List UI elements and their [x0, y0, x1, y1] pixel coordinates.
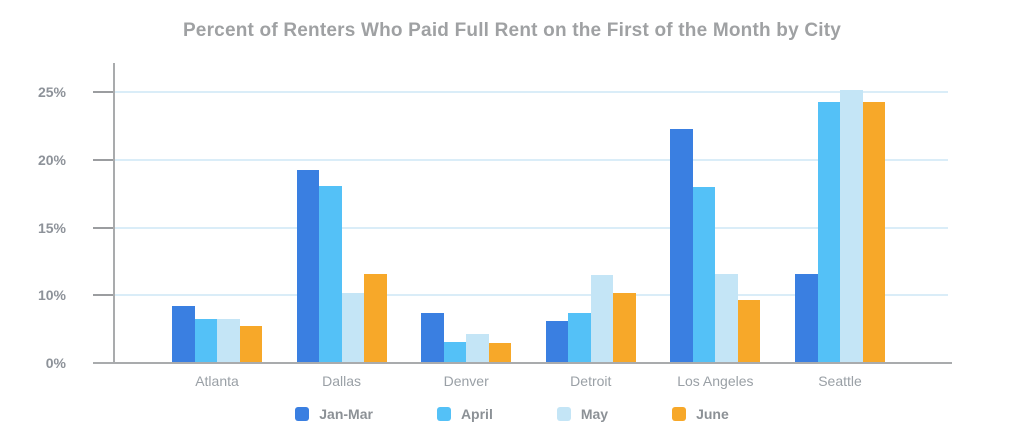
legend-label-jan-mar: Jan-Mar [319, 406, 373, 422]
y-axis-label-20: 20% [37, 151, 66, 168]
legend-item-may: May [556, 406, 609, 422]
bar-los-angeles-june [737, 300, 761, 362]
bar-atlanta-jan-mar [172, 306, 195, 362]
x-axis-label-dallas: Dallas [322, 373, 362, 389]
legend-swatch-jan-mar [295, 407, 310, 421]
bar-dallas-april [319, 186, 342, 362]
x-axis-label-denver: Denver [443, 373, 489, 389]
gridline-20 [115, 158, 948, 161]
bar-denver-april [443, 342, 467, 362]
bar-los-angeles-jan-mar [670, 129, 693, 362]
bar-detroit-jan-mar [545, 321, 569, 362]
gridline-25 [115, 91, 948, 93]
y-tick-15 [93, 226, 115, 229]
bar-dallas-jan-mar [296, 170, 320, 362]
bar-dallas-may [341, 293, 365, 362]
y-axis-label-25: 25% [37, 84, 66, 100]
bar-seattle-june [862, 102, 885, 362]
bar-detroit-april [568, 313, 591, 362]
legend-swatch-may [556, 407, 571, 421]
x-axis-label-atlanta: Atlanta [195, 373, 239, 389]
legend-item-april: April [436, 406, 493, 422]
bar-denver-may [466, 334, 489, 362]
y-axis-label-10: 10% [37, 287, 66, 304]
legend-label-april: April [460, 406, 493, 422]
bar-los-angeles-april [692, 187, 716, 362]
legend-item-jan-mar: Jan-Mar [295, 406, 373, 422]
gridline-15 [115, 226, 948, 229]
x-axis-label-detroit: Detroit [570, 373, 612, 389]
y-axis-label-0: 0% [45, 355, 66, 371]
y-tick-20 [93, 158, 115, 161]
legend-item-june: June [672, 406, 729, 422]
gridline-10 [115, 294, 948, 297]
legend-label-may: May [580, 406, 609, 422]
x-axis-label-seattle: Seattle [818, 373, 862, 389]
bar-atlanta-april [194, 319, 217, 362]
bar-los-angeles-may [715, 274, 738, 362]
y-axis-line [113, 63, 115, 363]
bar-seattle-april [817, 102, 840, 362]
y-tick-10 [93, 294, 115, 297]
y-axis-label-15: 15% [37, 219, 66, 236]
x-axis-label-los-angeles: Los Angeles [677, 373, 754, 389]
legend-label-june: June [696, 406, 729, 422]
bar-atlanta-may [217, 319, 240, 362]
bar-dallas-june [364, 274, 387, 362]
bar-detroit-may [590, 275, 614, 362]
bar-denver-jan-mar [421, 313, 444, 362]
bar-detroit-june [613, 293, 636, 362]
x-axis-line [93, 362, 952, 364]
y-tick-25 [93, 91, 115, 93]
chart-title: Percent of Renters Who Paid Full Rent on… [182, 20, 842, 41]
bar-seattle-may [840, 90, 863, 362]
bar-denver-june [488, 343, 512, 362]
legend-swatch-april [436, 407, 451, 421]
bar-atlanta-june [239, 326, 262, 362]
legend-swatch-june [672, 407, 687, 421]
legend: Jan-Mar April May June [0, 406, 1024, 422]
bar-seattle-jan-mar [795, 274, 818, 362]
